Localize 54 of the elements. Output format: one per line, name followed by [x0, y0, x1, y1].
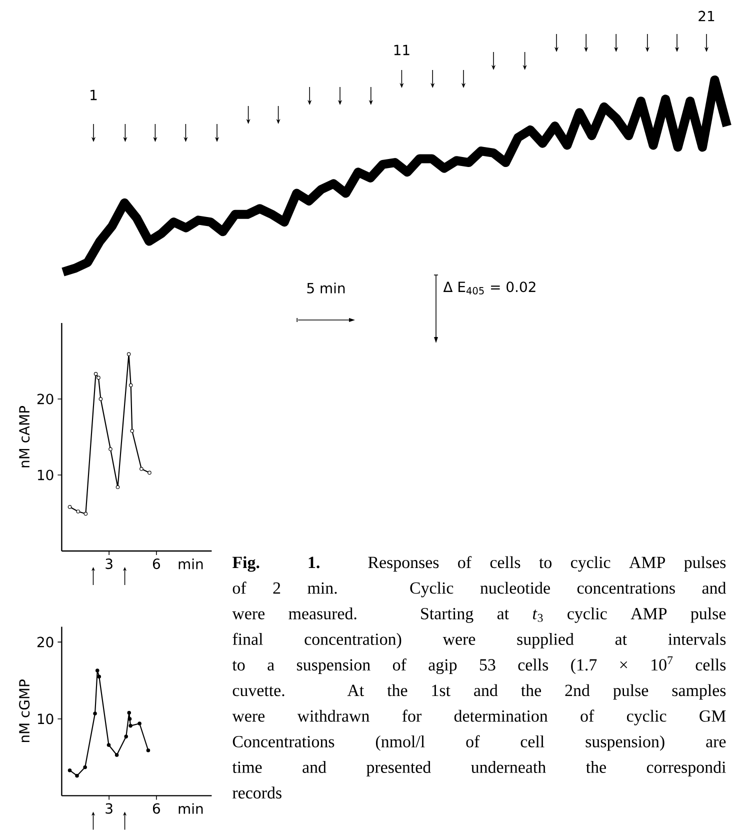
point	[127, 710, 132, 715]
y-tick-label: 20	[38, 394, 54, 404]
text: records	[232, 786, 282, 799]
text: were measured. Starting at t$_{3}$ cyclic AMP pulse	[232, 607, 726, 623]
text: time and presented underneath the correspondi	[232, 761, 726, 776]
point	[94, 372, 98, 376]
point	[128, 716, 132, 721]
x-tick-label: 6	[153, 803, 160, 814]
x-axis-title: min	[179, 803, 203, 814]
text: to a suspension of agip 53 cells (1.7 × 10$^{7}$ cells	[232, 656, 726, 674]
text: were withdrawn for determination of cyclic GM	[232, 710, 726, 726]
annotation: 1	[90, 90, 97, 100]
point	[83, 765, 88, 770]
point	[124, 734, 128, 738]
x-tick-label: 6	[153, 558, 160, 570]
text: cuvette. At the 1st and the 2nd pulse samples	[233, 684, 726, 700]
text: 11	[394, 44, 410, 56]
point	[140, 467, 144, 471]
point	[68, 768, 72, 772]
point	[116, 485, 120, 490]
x-tick-label: 3	[106, 803, 113, 814]
y-axis-title: nM cGMP	[19, 680, 30, 742]
point	[84, 512, 88, 516]
point	[138, 722, 142, 726]
text: Fig. 1. Responses of cells to cyclic AMP pulses	[232, 556, 726, 572]
point	[75, 774, 80, 778]
y-tick-label: 20	[38, 636, 54, 648]
point	[97, 674, 102, 679]
point	[129, 383, 134, 388]
y-tick-label: 10	[38, 714, 54, 724]
point	[146, 748, 150, 752]
point	[96, 376, 101, 380]
text: of 2 min. Cyclic nucleotide concentrations and	[233, 582, 726, 598]
point	[127, 352, 131, 356]
text: final concentration) were supplied at intervals	[232, 632, 726, 648]
point	[115, 753, 119, 757]
x-tick-label: 3	[106, 558, 113, 570]
point	[148, 470, 152, 475]
y-axis-title: nM cAMP	[19, 406, 30, 468]
point	[76, 510, 80, 514]
point	[130, 429, 134, 433]
y-tick-label: 10	[38, 470, 54, 480]
text: Concentrations (nmol/l of cell suspension) are	[233, 735, 726, 751]
text: Δ E$_{405}$ = 0.02	[444, 282, 536, 294]
point	[99, 397, 103, 401]
text: 5 min	[308, 282, 345, 294]
point	[128, 724, 133, 728]
text: 21	[698, 10, 714, 22]
point	[93, 712, 98, 716]
point	[107, 743, 111, 747]
x-axis-title: min	[179, 558, 203, 570]
point	[68, 505, 72, 509]
point	[96, 668, 100, 672]
point	[108, 447, 113, 452]
